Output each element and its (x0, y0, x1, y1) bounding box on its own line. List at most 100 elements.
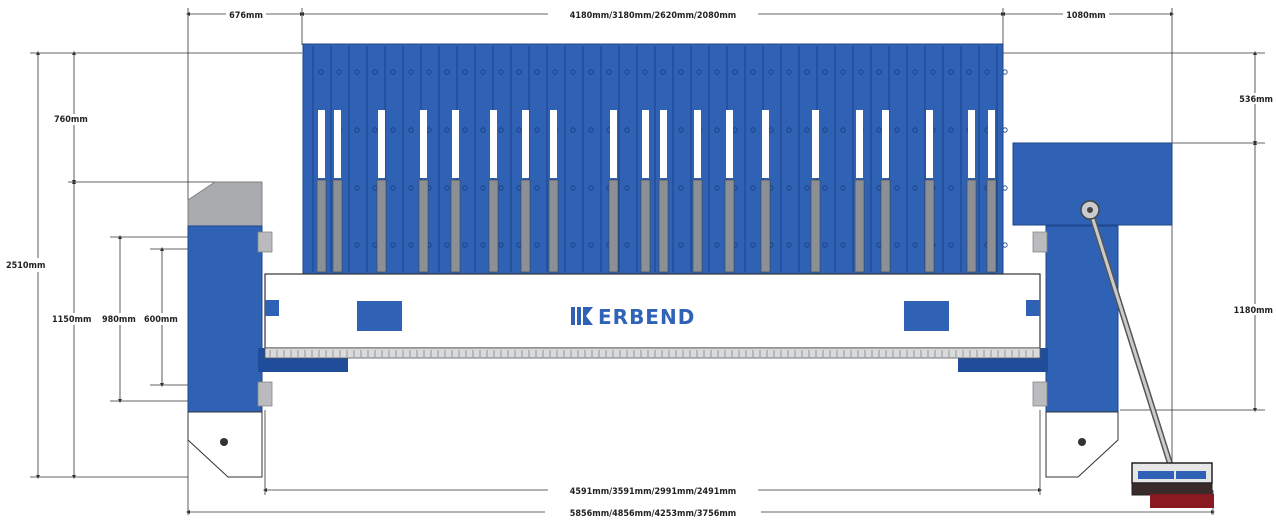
finger-bolt-hole (786, 242, 792, 248)
finger-bolt-hole (750, 127, 756, 133)
finger-bolt-hole (570, 127, 576, 133)
finger-clamp (316, 179, 327, 273)
finger-clamp (658, 179, 669, 273)
finger-clamp (418, 179, 429, 273)
finger-bolt-hole (948, 242, 954, 248)
finger-slot (610, 110, 617, 178)
dim-top-lengths: 4180mm/3180mm/2620mm/2080mm (570, 11, 737, 21)
finger-bolt-hole (912, 242, 918, 248)
finger-bolt-hole (480, 127, 486, 133)
finger-slot (988, 110, 995, 178)
finger-bolt-hole (624, 69, 630, 75)
finger-bolt-hole (390, 69, 396, 75)
finger-segments (312, 46, 1008, 273)
finger-bolt-hole (534, 185, 540, 191)
finger-slot (318, 110, 325, 178)
finger-bolt-hole (930, 69, 936, 75)
finger-bolt-hole (624, 185, 630, 191)
finger-bolt-hole (714, 69, 720, 75)
finger-clamp (376, 179, 387, 273)
finger-clamp (724, 179, 735, 273)
finger-bolt-hole (444, 185, 450, 191)
upper-finger-panel (302, 43, 1008, 275)
finger-clamp (986, 179, 997, 273)
finger-slot (490, 110, 497, 178)
finger-bolt-hole (822, 69, 828, 75)
finger-bolt-hole (408, 127, 414, 133)
dim-inner-980: 980mm (102, 315, 136, 325)
finger-bolt-hole (444, 69, 450, 75)
finger-bolt-hole (678, 185, 684, 191)
finger-bolt-hole (678, 127, 684, 133)
dim-bottom-overall-lengths: 5856mm/4856mm/4253mm/3756mm (570, 509, 737, 519)
finger-bolt-hole (570, 185, 576, 191)
finger-bolt-hole (498, 185, 504, 191)
right-foot-bolt (1078, 438, 1086, 446)
finger-clamp (854, 179, 865, 273)
finger-bolt-hole (894, 127, 900, 133)
finger-bolt-hole (498, 69, 504, 75)
finger-clamp (760, 179, 771, 273)
finger-bolt-hole (408, 185, 414, 191)
dimension-labels: 676mm 4180mm/3180mm/2620mm/2080mm 1080mm… (4, 9, 1274, 519)
finger-bolt-hole (426, 69, 432, 75)
finger-bolt-hole (984, 69, 990, 75)
finger-bolt-hole (804, 242, 810, 248)
finger-clamp (548, 179, 559, 273)
finger-bolt-hole (570, 242, 576, 248)
finger-slot (762, 110, 769, 178)
finger-bolt-hole (498, 127, 504, 133)
finger-bolt-hole (336, 69, 342, 75)
finger-bolt-hole (372, 69, 378, 75)
finger-clamp (332, 179, 343, 273)
finger-bolt-hole (858, 69, 864, 75)
beam-cover-right (904, 301, 949, 331)
finger-bolt-hole (462, 185, 468, 191)
finger-bolt-hole (894, 69, 900, 75)
finger-slot (378, 110, 385, 178)
finger-slot (452, 110, 459, 178)
finger-bolt-hole (588, 127, 594, 133)
foot-pedal[interactable] (1131, 462, 1214, 508)
finger-bolt-hole (696, 69, 702, 75)
dim-bottom-inner-lengths: 4591mm/3591mm/2991mm/2491mm (570, 487, 737, 497)
finger-bolt-hole (480, 242, 486, 248)
finger-bolt-hole (372, 127, 378, 133)
finger-bolt-hole (1002, 69, 1008, 75)
finger-bolt-hole (462, 242, 468, 248)
finger-slot (550, 110, 557, 178)
finger-bolt-hole (948, 127, 954, 133)
left-grey-cap (187, 181, 263, 229)
finger-bolt-hole (642, 69, 648, 75)
finger-bolt-hole (822, 185, 828, 191)
finger-bolt-hole (390, 185, 396, 191)
finger-bolt-hole (750, 242, 756, 248)
finger-slot (334, 110, 341, 178)
finger-clamp (692, 179, 703, 273)
finger-slot (694, 110, 701, 178)
finger-bolt-hole (822, 127, 828, 133)
finger-bolt-hole (354, 185, 360, 191)
finger-bolt-hole (840, 127, 846, 133)
beam-cover-left (357, 301, 402, 331)
finger-bolt-hole (480, 185, 486, 191)
rail-ticks (269, 350, 1034, 357)
finger-bolt-hole (390, 242, 396, 248)
finger-clamp (450, 179, 461, 273)
dim-inner-600: 600mm (144, 315, 178, 325)
finger-bolt-hole (588, 185, 594, 191)
finger-bolt-hole (390, 127, 396, 133)
finger-bolt-hole (624, 242, 630, 248)
right-blue-housing (1045, 225, 1119, 413)
finger-bolt-hole (534, 127, 540, 133)
finger-bolt-hole (354, 69, 360, 75)
control-arm (1080, 200, 1175, 473)
finger-bolt-hole (534, 69, 540, 75)
finger-bolt-hole (678, 242, 684, 248)
finger-bolt-hole (768, 69, 774, 75)
finger-bolt-hole (804, 127, 810, 133)
finger-slot (522, 110, 529, 178)
finger-bolt-hole (408, 69, 414, 75)
finger-clamp (810, 179, 821, 273)
